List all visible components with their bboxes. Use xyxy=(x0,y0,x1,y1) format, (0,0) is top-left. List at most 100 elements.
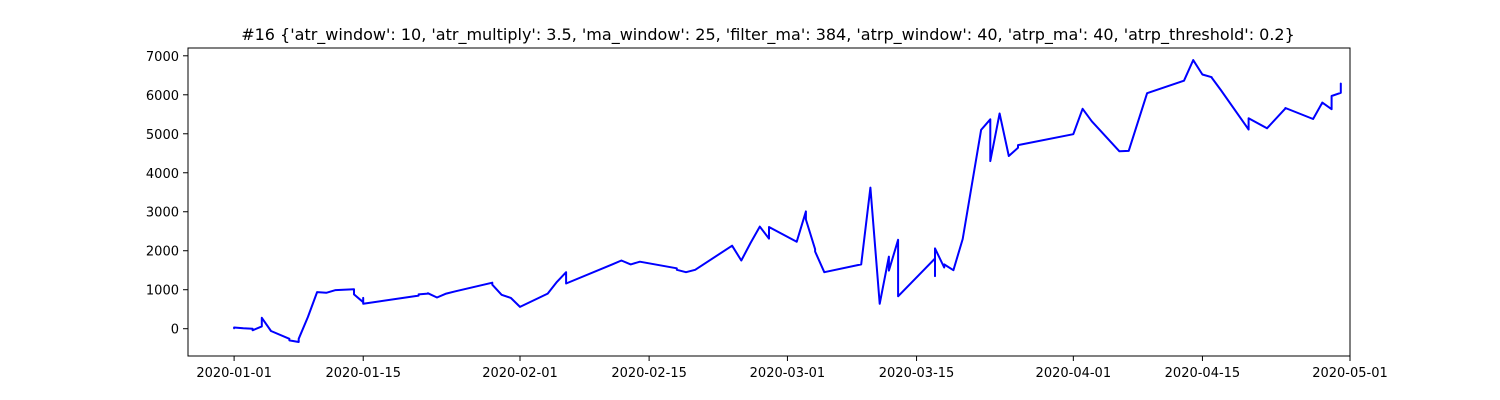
y-tick-label: 4000 xyxy=(146,167,179,182)
data-point xyxy=(989,118,991,120)
data-point xyxy=(740,259,742,262)
data-point xyxy=(750,242,752,244)
data-point xyxy=(999,112,1001,115)
x-tick-label: 2020-04-01 xyxy=(1036,366,1112,381)
data-point xyxy=(1082,108,1084,110)
data-point xyxy=(823,271,825,273)
data-point xyxy=(639,261,641,263)
x-tick-label: 2020-03-15 xyxy=(879,366,955,381)
data-point xyxy=(805,210,807,212)
data-point xyxy=(1183,80,1185,82)
plot-frame xyxy=(187,47,1351,357)
data-point xyxy=(436,296,438,299)
data-point xyxy=(685,271,687,273)
data-point xyxy=(1072,133,1074,135)
data-point xyxy=(814,250,816,253)
data-point xyxy=(325,292,327,294)
data-point xyxy=(879,303,881,305)
data-point xyxy=(261,325,263,327)
data-point xyxy=(1192,59,1194,61)
data-point xyxy=(445,293,447,295)
data-point xyxy=(1220,89,1222,91)
data-point xyxy=(814,248,816,250)
data-point xyxy=(731,245,733,247)
data-point xyxy=(1008,155,1010,157)
data-point xyxy=(1248,117,1250,119)
y-axis: 0 1000 2000 3000 4000 5000 6000 7000 xyxy=(146,50,188,338)
data-point xyxy=(565,282,567,285)
data-point xyxy=(353,288,355,290)
y-tick-label: 7000 xyxy=(146,50,179,65)
data-point xyxy=(1331,95,1333,97)
data-point xyxy=(934,275,936,277)
x-tick-label: 2020-02-01 xyxy=(482,366,558,381)
data-point xyxy=(630,263,632,265)
y-tick-label: 5000 xyxy=(146,128,179,143)
data-point xyxy=(952,269,955,271)
data-point xyxy=(768,238,770,240)
data-point xyxy=(1248,128,1250,131)
data-point xyxy=(860,263,862,265)
data-point xyxy=(362,301,364,303)
data-point xyxy=(556,281,558,283)
data-point xyxy=(501,294,503,296)
data-point xyxy=(547,293,549,295)
data-point xyxy=(694,269,696,271)
data-point xyxy=(454,290,456,292)
x-tick-label: 2020-05-01 xyxy=(1312,366,1388,381)
data-point xyxy=(897,239,899,241)
data-point xyxy=(980,129,982,131)
y-tick-label: 0 xyxy=(171,323,179,338)
data-point xyxy=(888,270,890,272)
x-axis: 2020-01-01 2020-01-15 2020-02-01 2020-02-15… xyxy=(196,356,1388,381)
y-tick-label: 1000 xyxy=(146,284,179,299)
data-point xyxy=(519,306,521,308)
data-point xyxy=(1128,150,1130,152)
data-point xyxy=(768,226,770,228)
data-point xyxy=(934,257,936,260)
y-tick-label: 6000 xyxy=(146,89,179,104)
y-tick-label: 2000 xyxy=(146,245,179,260)
x-tick-label: 2020-01-01 xyxy=(196,366,272,381)
data-point xyxy=(897,269,899,271)
data-point xyxy=(943,263,945,265)
data-point xyxy=(1331,108,1333,110)
chart-title: #16 {'atr_window': 10, 'atr_multiply': 3… xyxy=(241,25,1295,45)
data-point xyxy=(759,226,761,228)
data-point xyxy=(252,328,254,330)
data-point xyxy=(1146,92,1148,94)
data-point xyxy=(1211,77,1213,79)
data-point xyxy=(989,160,991,162)
data-point xyxy=(925,267,927,269)
data-point xyxy=(962,238,964,240)
data-point xyxy=(288,339,290,341)
data-point xyxy=(362,297,364,299)
plot-area xyxy=(233,59,1342,343)
data-point xyxy=(796,241,798,243)
data-point xyxy=(270,330,272,332)
data-point xyxy=(362,303,364,305)
data-point xyxy=(491,282,493,284)
data-point xyxy=(298,338,300,340)
data-point xyxy=(1017,147,1019,149)
data-point xyxy=(335,289,337,291)
data-point xyxy=(897,295,899,297)
data-point xyxy=(252,329,254,331)
data-point xyxy=(1266,127,1268,129)
data-point xyxy=(1312,118,1314,120)
data-point xyxy=(805,218,807,221)
data-point xyxy=(611,263,613,265)
data-point xyxy=(1201,73,1203,76)
data-point xyxy=(620,259,623,262)
data-point xyxy=(1321,102,1323,104)
data-point xyxy=(869,187,872,189)
data-point xyxy=(1017,144,1019,146)
data-point xyxy=(427,292,429,294)
data-point xyxy=(888,256,890,258)
data-point xyxy=(418,295,420,297)
x-tick-label: 2020-02-15 xyxy=(611,366,687,381)
data-point xyxy=(307,316,309,318)
data-point xyxy=(510,297,512,299)
